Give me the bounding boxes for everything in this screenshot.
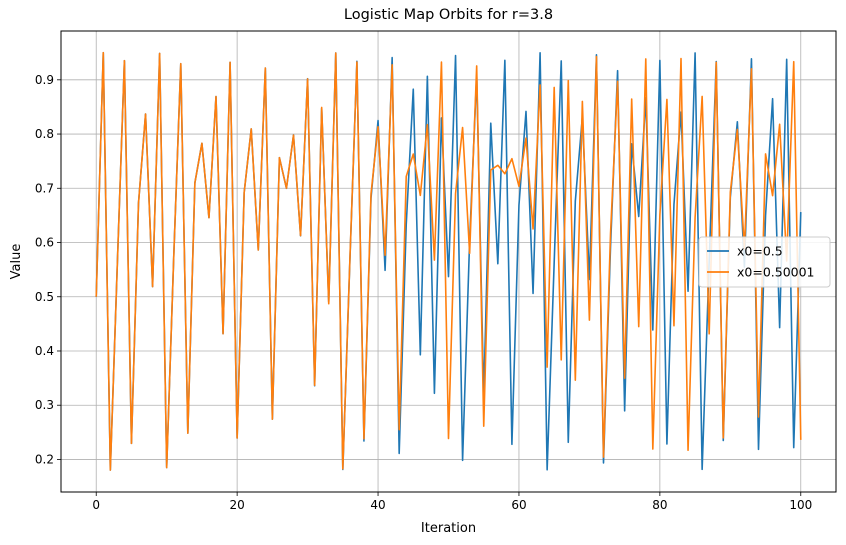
x-axis-label: Iteration	[421, 521, 476, 536]
y-tick-label: 0.6	[35, 236, 54, 250]
legend: x0=0.5 x0=0.50001	[698, 236, 831, 288]
y-axis-label: Value	[9, 244, 24, 280]
legend-box	[698, 236, 831, 288]
x-tick-label: 100	[789, 498, 812, 512]
x-axis: 0 20 40 60 80 100	[92, 492, 812, 512]
chart-title: Logistic Map Orbits for r=3.8	[344, 7, 553, 23]
y-axis: 0.2 0.3 0.4 0.5 0.6 0.7 0.8 0.9	[35, 73, 61, 466]
x-tick-label: 60	[511, 498, 526, 512]
plot-frame	[60, 30, 837, 493]
y-tick-label: 0.9	[35, 73, 54, 87]
x-tick-label: 40	[370, 498, 385, 512]
y-tick-label: 0.4	[35, 344, 54, 358]
y-tick-label: 0.5	[35, 290, 54, 304]
x-tick-label: 0	[92, 498, 100, 512]
y-tick-label: 0.7	[35, 181, 54, 195]
series-line-2	[95, 51, 802, 471]
series-lines	[95, 51, 802, 471]
y-tick-label: 0.3	[35, 398, 54, 412]
y-tick-label: 0.8	[35, 127, 54, 141]
x-tick-label: 20	[229, 498, 244, 512]
y-tick-label: 0.2	[35, 452, 54, 466]
x-tick-label: 80	[652, 498, 667, 512]
legend-label: x0=0.50001	[737, 265, 815, 280]
legend-label: x0=0.5	[737, 244, 783, 259]
